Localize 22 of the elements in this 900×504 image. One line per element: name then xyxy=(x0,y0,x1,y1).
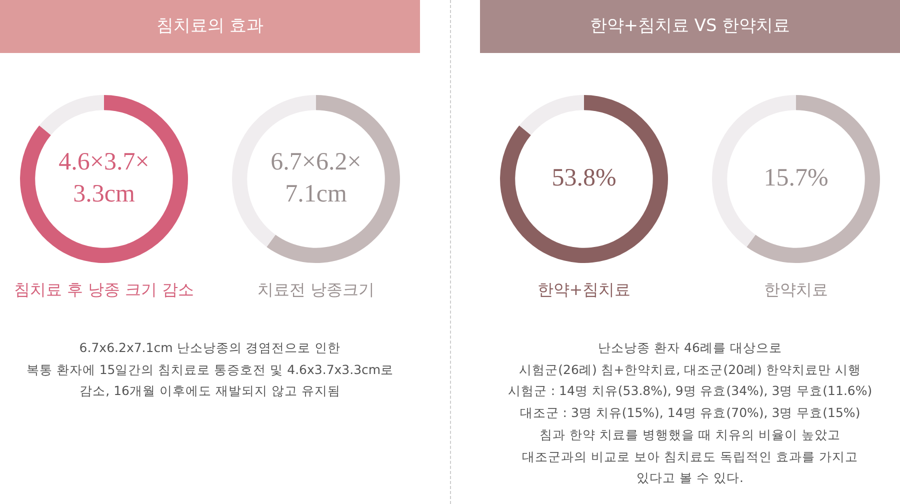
chart-title: 한약+침치료 VS 한약치료 xyxy=(480,0,900,53)
slice-label: 한약치료 xyxy=(763,280,829,301)
text: 대조군 : 3명 치유(15%), 14명 유효(70%), 3명 무효(15%) xyxy=(518,404,862,422)
slice-label: 침치료 후 낭종 크기 감소 xyxy=(12,280,196,301)
text: 난소낭종 환자 46례를 대상으로 xyxy=(597,339,783,357)
text: 있다고 볼 수 있다. xyxy=(636,469,744,488)
text: 침과 한약 치료를 병행했을 때 치유의 비율이 높았고 xyxy=(538,426,842,444)
text: 3.3cm xyxy=(73,180,136,208)
text: 15.7% xyxy=(764,164,828,192)
text: 복통 환자에 15일간의 침치료로 통증호전 및 4.6x3.7x3.3cm로 xyxy=(25,360,395,379)
text: 53.8% xyxy=(552,164,616,192)
text: 6.7x6.2x7.1cm 난소낭종의 경염전으로 인한 xyxy=(78,339,342,357)
text: 대조군과의 비교로 보아 침치료도 독립적인 효과를 가지고 xyxy=(521,448,859,466)
text: 시험군(26례) 침+한약치료, 대조군(20례) 한약치료만 시행 xyxy=(518,360,862,379)
text: 6.7×6.2× xyxy=(270,148,362,176)
text: 시험군 : 14명 치유(53.8%), 9명 유효(34%), 3명 무효(11.6%) xyxy=(506,382,874,400)
text: 4.6×3.7× xyxy=(58,148,150,176)
text: 감소, 16개월 이후에도 재발되지 않고 유지됨 xyxy=(78,382,342,400)
slice-label: 치료전 낭종크기 xyxy=(256,280,376,301)
slice-label: 한약+침치료 xyxy=(536,280,632,301)
chart-title: 침치료의 효과 xyxy=(0,0,420,53)
text: 7.1cm xyxy=(285,180,348,208)
